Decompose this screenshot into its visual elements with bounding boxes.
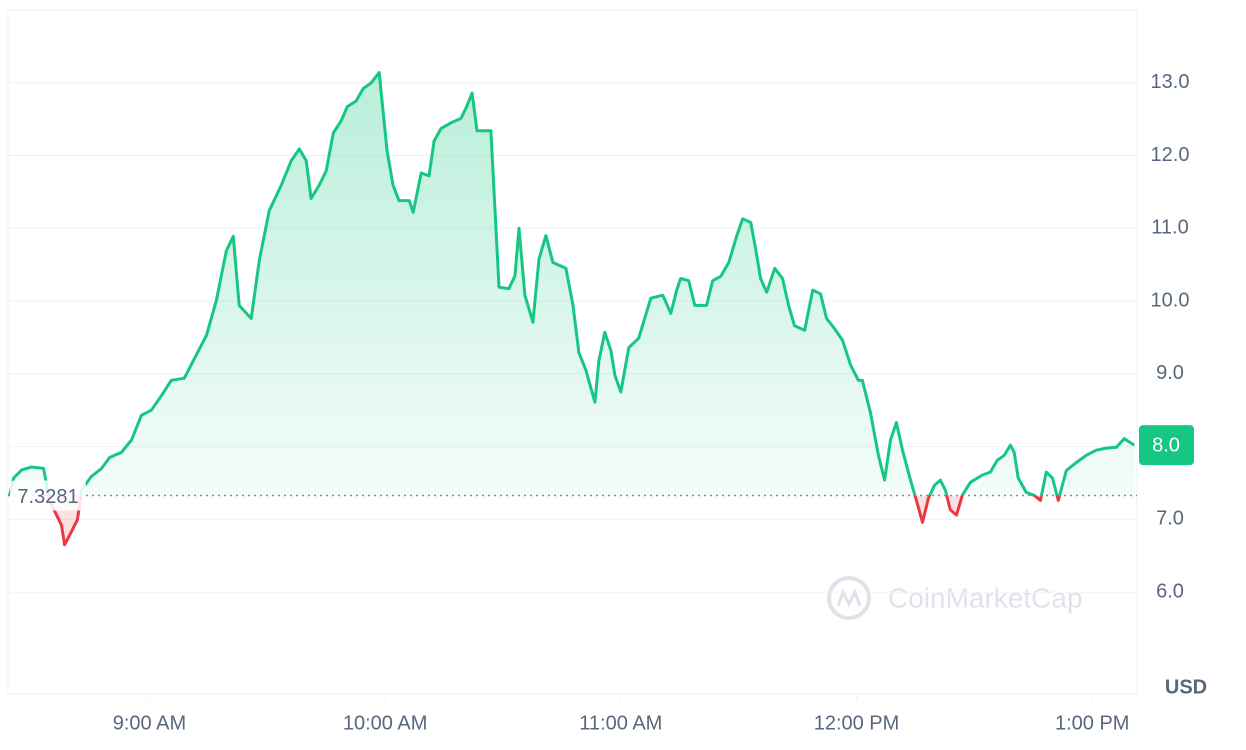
x-tick-label: 1:00 PM [1055, 712, 1129, 734]
price-line [8, 71, 1136, 496]
y-tick-label: 6.0 [1156, 580, 1184, 602]
x-tick-label: 9:00 AM [113, 712, 186, 734]
watermark-text: CoinMarketCap [888, 582, 1083, 613]
y-tick-label: 13.0 [1151, 71, 1190, 93]
baseline-label-bg [10, 480, 86, 511]
x-tick-label: 11:00 AM [579, 712, 662, 734]
currency-label: USD [1165, 676, 1207, 698]
watermark: CoinMarketCap [827, 576, 1083, 620]
area-down [48, 495, 1060, 545]
plot-frame [7, 9, 1138, 695]
y-tick-label: 12.0 [1151, 144, 1190, 166]
y-tick-label: 9.0 [1156, 362, 1184, 384]
area-up [9, 72, 1135, 496]
x-tick-label: 12:00 PM [814, 712, 900, 734]
y-tick-label: 11.0 [1151, 217, 1188, 239]
x-tick-label: 10:00 AM [343, 712, 428, 734]
last-price-label: 8.0 [1152, 434, 1180, 456]
y-tick-label: 10.0 [1151, 289, 1190, 311]
baseline-label: 7.3281 [17, 486, 78, 508]
y-tick-label: 7.0 [1156, 508, 1184, 530]
last-price-tag [1139, 425, 1194, 466]
price-line-below [10, 495, 1062, 547]
